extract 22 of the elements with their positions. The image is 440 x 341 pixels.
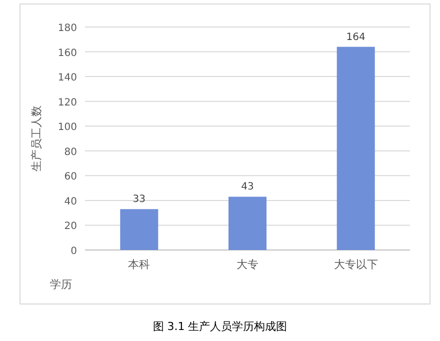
y-tick-label: 40 [64,196,77,208]
y-tick-label: 120 [58,97,77,108]
data-label: 164 [346,32,366,43]
y-tick-label: 160 [58,48,77,59]
x-tick-label: 本科 [128,258,150,271]
x-tick-label: 大专以下 [334,258,378,271]
text: 图 3.1 生产人员学历构成图 [152,320,288,333]
data-label: 43 [241,182,254,193]
y-tick-label: 80 [64,146,77,158]
bar [336,46,375,250]
y-tick-label: 20 [64,221,77,232]
y-tick-label: 60 [64,172,77,183]
y-tick-label: 0 [70,246,77,257]
bar [120,209,158,250]
x-axis-title: 学历 [50,278,72,291]
y-tick-label: 180 [58,23,77,34]
y-tick-label: 140 [58,72,77,84]
y-tick-label: 100 [58,122,77,134]
data-label: 33 [132,194,146,206]
y-axis-title: 生产员工人数 [30,106,43,172]
x-tick-label: 大专 [236,258,258,271]
bar [228,196,266,250]
